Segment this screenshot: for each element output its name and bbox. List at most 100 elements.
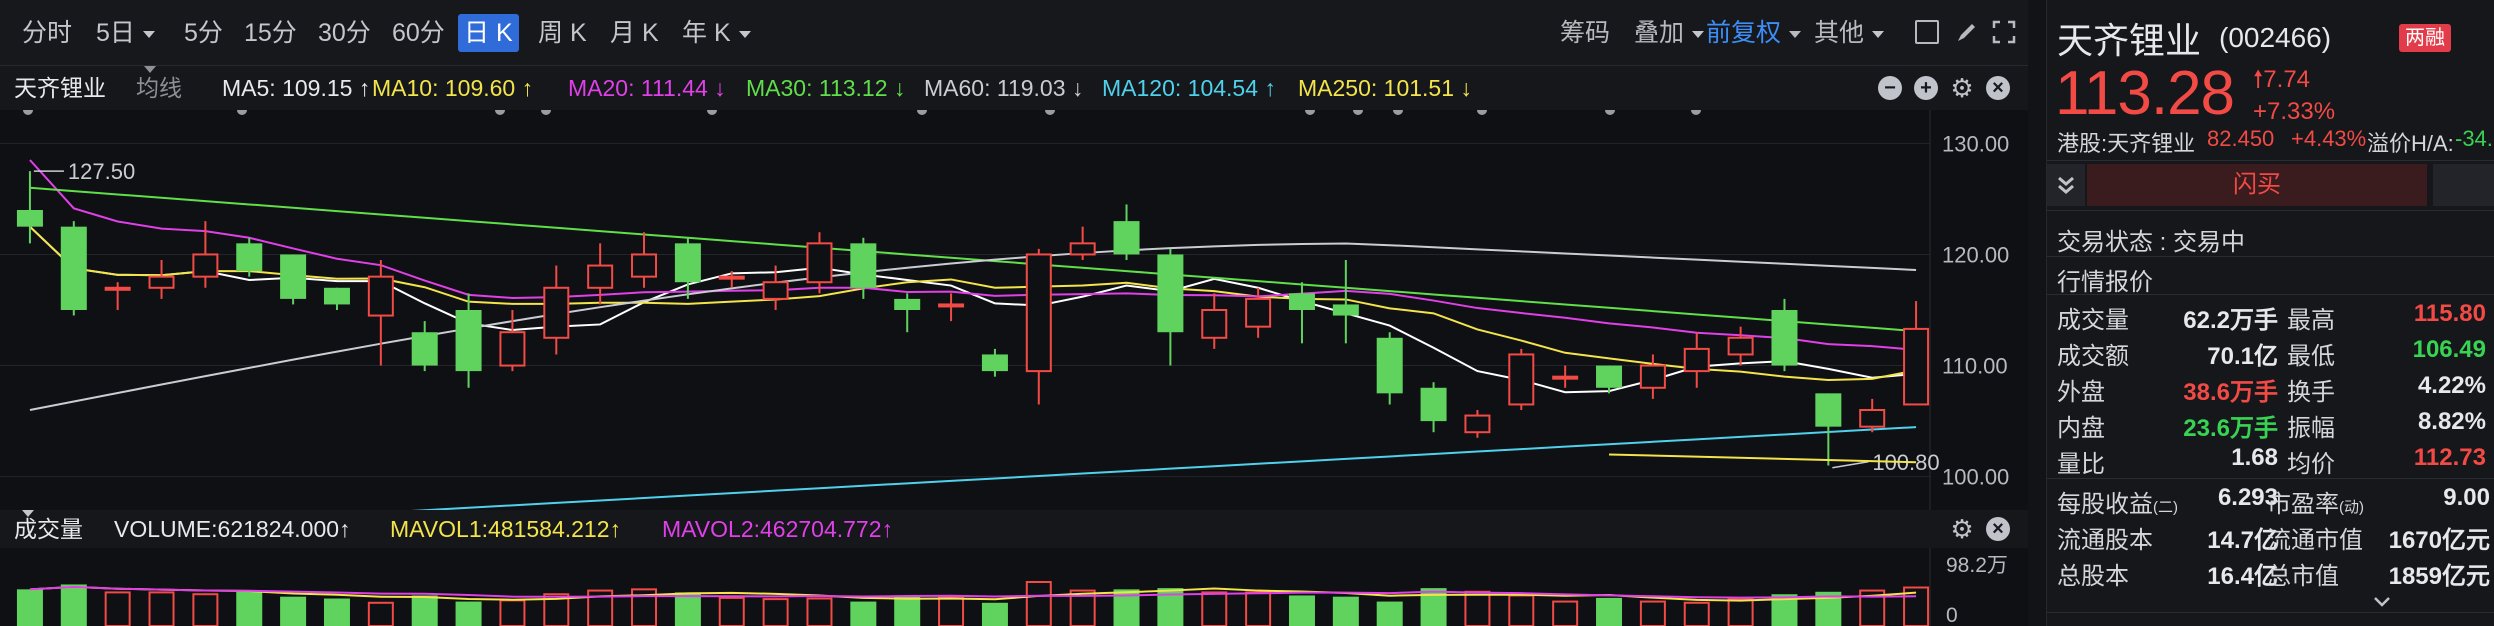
volume-chart[interactable]: 98.2万 0: [0, 548, 2028, 626]
candle-body: [894, 298, 921, 310]
quote-stock-name: 天齐锂业: [2057, 20, 2202, 61]
stat-value: 70.1亿: [2207, 343, 2278, 370]
volume-bar: [236, 591, 263, 626]
candle-body: [1771, 310, 1798, 366]
volume-bar: [1683, 601, 1710, 626]
date-marker: [237, 105, 247, 115]
period-tab-weekly[interactable]: 周 K: [538, 19, 587, 47]
candle-body: [1639, 364, 1666, 389]
date-marker: [495, 105, 505, 115]
y-tick-label: 100.00: [1942, 465, 2009, 490]
period-tab-yearly[interactable]: 年 K: [676, 14, 757, 52]
candle-body: [631, 253, 658, 278]
period-tab-5day-label: 5日: [96, 19, 135, 47]
volume-bar: [1420, 588, 1447, 626]
stat-sublabel: (二): [2153, 499, 2178, 516]
mavol2-line: [29, 585, 1917, 599]
ma120-line: [29, 426, 1917, 534]
candle-body: [1113, 221, 1140, 255]
stat-label: 均价: [2287, 451, 2335, 478]
candle-body: [1201, 309, 1228, 339]
minus-icon[interactable]: −: [1878, 76, 1902, 100]
stat-value: 106.49: [2412, 336, 2486, 363]
other-dropdown[interactable]: 其他: [1814, 14, 1885, 52]
gear-icon[interactable]: ⚙: [1950, 73, 1974, 103]
period-tab-daily[interactable]: 日 K: [458, 14, 519, 52]
candle-body: [236, 243, 263, 272]
period-tab-5min[interactable]: 5分: [184, 19, 223, 47]
ma60-value: MA60: 119.03 ↓: [924, 75, 1084, 101]
volume-bar: [1508, 594, 1535, 626]
volume-bar: [718, 596, 745, 626]
candle-body: [1727, 336, 1754, 356]
volume-bar: [674, 592, 701, 626]
trade-status: 交易状态 : 交易中: [2057, 229, 2246, 256]
candle-body: [1288, 293, 1315, 310]
period-tab-30min[interactable]: 30分: [318, 19, 371, 47]
close-icon[interactable]: ×: [1986, 76, 2010, 100]
candle-body: [280, 254, 307, 299]
high-marker-label: 127.50: [68, 159, 135, 184]
margin-badge: 两融: [2399, 24, 2451, 52]
overlay-dropdown[interactable]: 叠加: [1634, 14, 1705, 52]
candle-body: [981, 354, 1008, 372]
fund-value: 16.4亿: [2207, 563, 2278, 590]
chips-button[interactable]: 筹码: [1560, 19, 1611, 47]
volume-bar: [455, 601, 482, 626]
layout-grid-icon[interactable]: [1915, 20, 1939, 44]
period-tab-60min[interactable]: 60分: [392, 19, 445, 47]
arrow-up-icon: 🠕: [2253, 66, 2264, 93]
low-marker-line: [1832, 461, 1869, 469]
premium-label: 溢价H/A:: [2367, 131, 2454, 156]
candle-body: [60, 226, 87, 310]
pen-icon[interactable]: [1955, 20, 1979, 44]
period-tab-5day[interactable]: 5日: [90, 14, 161, 52]
stat-value: 115.80: [2413, 300, 2486, 327]
collapse-button[interactable]: [2047, 164, 2085, 206]
candle-body: [1683, 347, 1710, 373]
period-tab-monthly[interactable]: 月 K: [610, 19, 659, 47]
date-marker: [1605, 105, 1615, 115]
candle-body: [1069, 242, 1096, 256]
stat-value: 62.2万手: [2183, 307, 2278, 334]
stat-value: 112.73: [2413, 444, 2486, 471]
chevron-down-icon[interactable]: [2367, 592, 2397, 612]
flash-sell-button[interactable]: [2433, 164, 2494, 206]
mavol2-value: MAVOL2:462704.772↑: [662, 516, 894, 542]
close-icon[interactable]: ×: [1986, 517, 2010, 541]
section-title: 行情报价: [2057, 269, 2153, 296]
volume-bar: [1552, 600, 1579, 626]
candle-body: [192, 253, 219, 278]
plus-icon[interactable]: +: [1914, 76, 1938, 100]
stat-value: 38.6万手: [2183, 379, 2278, 406]
date-marker: [1393, 105, 1403, 115]
volume-value: VOLUME:621824.000↑: [114, 516, 351, 542]
adjust-dropdown[interactable]: 前复权: [1706, 14, 1802, 52]
gear-icon[interactable]: ⚙: [1950, 514, 1974, 544]
candle-body: [323, 287, 350, 305]
chevron-down-icon: [1692, 30, 1705, 38]
kline-chart[interactable]: 130.00 120.00 110.00 100.00 127.50 100.80: [0, 105, 2028, 534]
period-tab-intraday[interactable]: 分时: [22, 19, 73, 47]
quote-panel: 天齐锂业 (002466) 两融 113.28 🠕7.74 +7.33% 港股:…: [2046, 0, 2494, 626]
period-toolbar: 分时 5日 5分 15分 30分 60分 日 K 周 K 月 K 年 K 筹码 …: [0, 0, 2028, 66]
volume-bar: [16, 589, 43, 626]
ma120-value: MA120: 104.54 ↑: [1102, 75, 1276, 101]
fund-label: 市盈率(动): [2267, 491, 2364, 518]
ma20-value: MA20: 111.44 ↓: [568, 75, 726, 101]
stat-label: 成交额: [2057, 343, 2129, 370]
double-chevron-down-icon: [2058, 176, 2074, 194]
period-tab-15min[interactable]: 15分: [244, 19, 297, 47]
fund-value: 1670亿元: [2388, 527, 2490, 554]
date-marker: [1045, 105, 1055, 115]
volume-legend: 成交量 VOLUME:621824.000↑ MAVOL1:481584.212…: [0, 510, 2028, 548]
volume-bar: [1245, 591, 1272, 626]
candle-body: [1157, 254, 1184, 333]
volume-bar: [1025, 581, 1052, 626]
fullscreen-icon[interactable]: [1992, 20, 2016, 44]
flash-buy-button[interactable]: 闪买: [2087, 164, 2427, 206]
date-marker: [1477, 105, 1487, 115]
ma-legend: 天齐锂业 均线 MA5: 109.15 ↑ MA10: 109.60 ↑ MA2…: [0, 66, 2028, 110]
fund-value: 1859亿元: [2388, 563, 2490, 590]
